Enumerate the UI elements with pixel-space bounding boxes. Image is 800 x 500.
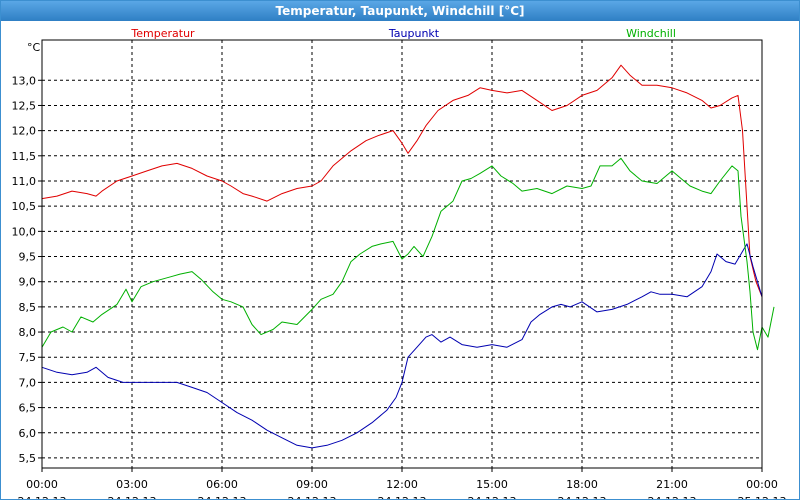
x-tick-time-label: 00:00 [746, 478, 778, 491]
x-tick-date-label: 24.12.13 [378, 495, 427, 499]
x-tick-date-label: 25.12.13 [738, 495, 787, 499]
x-tick-time-label: 18:00 [566, 478, 598, 491]
y-tick-label: 10,5 [12, 200, 37, 213]
y-tick-label: 5,5 [19, 452, 37, 465]
series-line-taupunkt [41, 243, 763, 449]
x-tick-date-label: 24.12.13 [558, 495, 607, 499]
chart-canvas: 5,5 6,0 6,5 7,0 7,5 8,0 8,5 9,0 9,5 10,0 10,5 11,0 1… [12, 27, 787, 499]
window-title: Temperatur, Taupunkt, Windchill [°C] [1, 1, 799, 21]
x-tick-date-label: 24.12.13 [648, 495, 697, 499]
x-tick-time-label: 00:00 [26, 478, 58, 491]
y-tick-label: 10,0 [12, 225, 37, 238]
y-tick-label: 12,5 [12, 99, 37, 112]
x-tick-time-label: 12:00 [386, 478, 418, 491]
series-line-windchill [41, 157, 775, 351]
x-tick-date-label: 24.12.13 [198, 495, 247, 499]
y-axis-ticks: 5,5 6,0 6,5 7,0 7,5 8,0 8,5 9,0 9,5 10,0 10,5 11,0 1… [12, 74, 42, 465]
series-layer [41, 64, 775, 449]
series-line-temperatur [41, 64, 763, 297]
y-tick-label: 6,5 [19, 402, 37, 415]
x-tick-time-label: 03:00 [116, 478, 148, 491]
y-tick-label: 8,5 [19, 301, 37, 314]
y-tick-label: 9,5 [19, 251, 37, 264]
x-tick-time-label: 21:00 [656, 478, 688, 491]
x-axis-ticks: 00:00 24.12.13 03:00 24.12.13 06:00 24.12.13 0… [18, 468, 787, 499]
y-tick-label: 11,0 [12, 175, 37, 188]
y-tick-label: 12,0 [12, 125, 37, 138]
x-tick-date-label: 24.12.13 [288, 495, 337, 499]
legend-entry-windchill: Windchill [626, 27, 676, 40]
y-axis-unit-label: °C [27, 41, 41, 54]
y-tick-label: 9,0 [19, 276, 37, 289]
legend: Temperatur Taupunkt Windchill [130, 27, 676, 40]
y-tick-label: 6,0 [19, 427, 37, 440]
y-tick-label: 7,0 [19, 376, 37, 389]
y-tick-label: 11,5 [12, 150, 37, 163]
y-tick-label: 7,5 [19, 351, 37, 364]
x-tick-time-label: 09:00 [296, 478, 328, 491]
plot-border [41, 39, 763, 469]
x-tick-date-label: 24.12.13 [468, 495, 517, 499]
x-tick-time-label: 15:00 [476, 478, 508, 491]
y-tick-label: 13,0 [12, 74, 37, 87]
x-tick-date-label: 24.12.13 [18, 495, 67, 499]
grid-lines [42, 40, 762, 468]
legend-entry-temperatur: Temperatur [130, 27, 195, 40]
x-tick-date-label: 24.12.13 [108, 495, 157, 499]
y-tick-label: 8,0 [19, 326, 37, 339]
legend-entry-taupunkt: Taupunkt [388, 27, 440, 40]
x-tick-time-label: 06:00 [206, 478, 238, 491]
